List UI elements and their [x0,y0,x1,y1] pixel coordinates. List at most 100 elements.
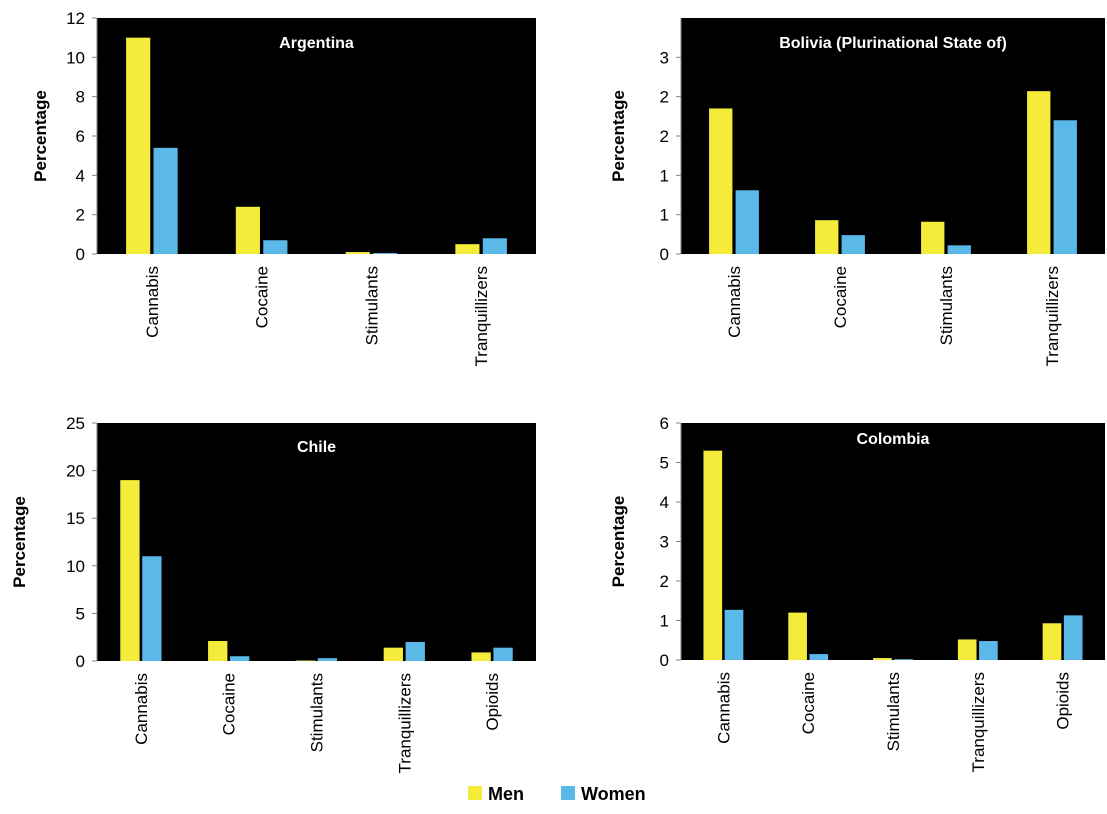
y-axis-label: Percentage [609,90,628,182]
y-tick-label: 6 [76,127,85,146]
bar-men-tranquillizers [1027,91,1050,254]
bar-men-stimulants [921,222,944,254]
category-label: Tranquillizers [472,266,491,366]
category-label: Cocaine [220,673,239,735]
y-tick-label: 0 [660,245,669,264]
chart-panel-2: 0 5 10 15 20 25 Percentage Chile Cannabis Cocaine… [10,414,536,773]
bar-women-tranquillizers [406,642,425,661]
chart-title: Argentina [279,35,354,52]
bar-women-cocaine [263,240,287,254]
chart-panel-0: 0 2 4 6 8 10 12 Percentage Argentina Cannabis Coca… [31,9,536,366]
y-tick-label: 10 [66,48,85,67]
y-tick-label: 4 [660,493,669,512]
bar-women-cocaine [230,656,249,661]
y-tick-label: 2 [660,88,669,107]
y-tick-label: 3 [660,48,669,67]
y-tick-label: 2 [660,572,669,591]
bar-women-cannabis [154,148,178,254]
bar-women-tranquillizers [1054,120,1077,254]
chart-title: Chile [297,439,336,456]
category-label: Cannabis [143,266,162,338]
legend: Men Women [468,784,646,804]
bar-men-opioids [471,652,490,661]
bar-women-opioids [493,648,512,661]
bar-women-stimulants [373,253,397,254]
y-tick-label: 2 [660,127,669,146]
y-tick-label: 0 [76,652,85,671]
chart-panel-1: 0 1 1 2 2 3 Percentage Bolivia (Plurinational S… [609,18,1105,366]
category-label: Stimulants [308,673,327,752]
y-tick-label: 15 [66,509,85,528]
legend-label-men: Men [488,784,524,804]
y-tick-label: 2 [76,206,85,225]
bar-men-cannabis [703,451,722,660]
bar-men-stimulants [873,658,892,660]
bar-women-cocaine [809,654,828,660]
category-label: Tranquillizers [395,673,414,773]
category-label: Opioids [483,673,502,731]
y-tick-label: 20 [66,462,85,481]
bar-women-stimulants [318,658,337,661]
y-tick-label: 3 [660,533,669,552]
y-tick-label: 1 [660,206,669,225]
bar-men-opioids [1043,623,1062,660]
bar-men-cocaine [815,220,838,254]
y-axis-label: Percentage [10,496,29,588]
legend-swatch-women [561,786,575,800]
y-tick-label: 4 [76,166,85,185]
category-label: Cannabis [132,673,151,745]
category-label: Tranquillizers [1043,266,1062,366]
bar-women-cannabis [725,610,744,660]
y-tick-label: 5 [76,604,85,623]
chart-panel-3: 0 1 2 3 4 5 6 Percentage Colombia Cannabis Cocaine… [609,414,1105,772]
category-label: Cannabis [714,672,733,744]
bar-women-tranquillizers [979,641,998,660]
y-tick-label: 1 [660,612,669,631]
bar-women-cannabis [736,190,759,254]
chart-title: Colombia [857,431,930,448]
y-tick-label: 25 [66,414,85,433]
bar-men-cocaine [208,641,227,661]
legend-label-women: Women [581,784,646,804]
category-label: Cocaine [799,672,818,734]
y-tick-label: 1 [660,166,669,185]
bar-men-cannabis [120,480,139,661]
bar-women-stimulants [894,659,913,660]
bar-women-opioids [1064,615,1083,660]
y-tick-label: 0 [660,651,669,670]
chart-title: Bolivia (Plurinational State of) [779,35,1007,52]
category-label: Stimulants [884,672,903,751]
category-label: Tranquillizers [969,672,988,772]
y-tick-label: 6 [660,414,669,433]
bar-men-cannabis [126,38,150,254]
bar-women-tranquillizers [483,238,507,254]
category-label: Cocaine [831,266,850,328]
bar-men-tranquillizers [384,648,403,661]
y-tick-label: 0 [76,245,85,264]
plot-area [97,423,536,661]
bar-women-cannabis [142,556,161,661]
y-tick-label: 10 [66,557,85,576]
bar-men-cocaine [788,613,807,660]
y-axis-label: Percentage [609,496,628,588]
plot-area [681,423,1105,660]
bar-women-cocaine [842,235,865,254]
y-tick-label: 8 [76,88,85,107]
category-label: Cocaine [253,266,272,328]
bar-men-cocaine [236,207,260,254]
category-label: Stimulants [937,266,956,345]
bar-men-cannabis [709,108,732,254]
bar-men-tranquillizers [958,639,977,660]
category-label: Stimulants [362,266,381,345]
bar-women-stimulants [948,245,971,254]
y-axis-label: Percentage [31,90,50,182]
category-label: Opioids [1054,672,1073,730]
legend-swatch-men [468,786,482,800]
category-label: Cannabis [725,266,744,338]
bar-men-stimulants [346,252,370,254]
bar-men-tranquillizers [455,244,479,254]
y-tick-label: 5 [660,454,669,473]
y-tick-label: 12 [66,9,85,28]
